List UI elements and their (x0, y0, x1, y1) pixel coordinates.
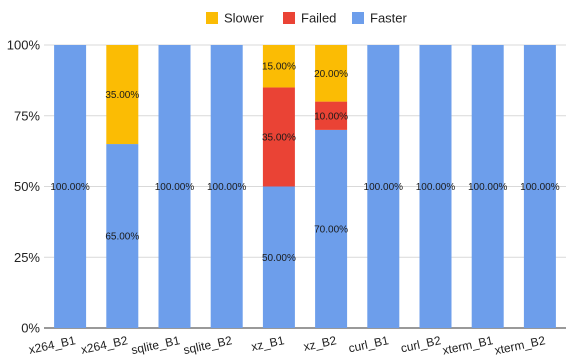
bars: 100.00% 65.00% 35.00% 100.00% 100.00% 50.00% 3… (50, 45, 560, 328)
bar-faster (523, 45, 556, 328)
bar-faster (106, 144, 139, 328)
data-label: 20.00% (314, 69, 348, 80)
bar-faster (210, 45, 243, 328)
x-tick-label: sqlite_B1 (130, 333, 182, 356)
bar-slower (106, 45, 139, 145)
legend-swatch-faster (352, 12, 364, 24)
x-axis: x264_B1 x264_B2 sqlite_B1 sqlite_B2 xz_B1 xz_… (27, 333, 546, 356)
bar-slower (315, 45, 348, 102)
bar-failed (315, 101, 348, 130)
y-tick-label: 50% (14, 179, 40, 194)
bar-faster (262, 186, 295, 328)
data-label: 100.00% (50, 182, 90, 193)
x-tick-label: sqlite_B2 (182, 333, 234, 356)
data-label: 35.00% (262, 132, 296, 143)
x-tick-label: curl_B1 (347, 333, 390, 355)
y-tick-label: 100% (7, 38, 41, 53)
data-label: 100.00% (468, 182, 508, 193)
x-tick-label: curl_B2 (399, 333, 442, 355)
legend-label-slower: Slower (224, 11, 264, 26)
legend-swatch-failed (283, 12, 295, 24)
legend: Slower Failed Faster (206, 11, 408, 26)
x-tick-label: x264_B2 (80, 333, 130, 356)
bar-faster (419, 45, 452, 328)
y-axis: 0% 25% 50% 75% 100% (7, 38, 41, 336)
bar-faster (158, 45, 191, 328)
data-label: 100.00% (207, 182, 247, 193)
y-tick-label: 0% (21, 321, 40, 336)
bar-faster (54, 45, 87, 328)
data-label: 15.00% (262, 62, 296, 73)
x-tick-label: x264_B1 (27, 333, 77, 356)
y-tick-label: 75% (14, 108, 40, 123)
y-tick-label: 25% (14, 250, 40, 265)
legend-swatch-slower (206, 12, 218, 24)
x-tick-label: xz_B1 (250, 333, 286, 354)
data-label: 100.00% (155, 182, 195, 193)
legend-label-failed: Failed (301, 11, 336, 26)
data-label: 50.00% (262, 253, 296, 264)
bar-faster (367, 45, 400, 328)
data-label: 35.00% (105, 90, 139, 101)
data-label: 10.00% (314, 111, 348, 122)
legend-label-faster: Faster (370, 11, 408, 26)
x-tick-label: xz_B2 (302, 333, 338, 354)
data-label: 100.00% (364, 182, 404, 193)
data-label: 65.00% (105, 232, 139, 243)
x-tick-label: xterm_B2 (493, 333, 546, 356)
x-tick-label: xterm_B1 (441, 333, 494, 356)
bar-faster (315, 129, 348, 328)
data-label: 100.00% (520, 182, 560, 193)
data-label: 100.00% (416, 182, 456, 193)
bar-faster (471, 45, 504, 328)
bar-slower (262, 45, 295, 88)
bar-failed (262, 87, 295, 187)
data-label: 70.00% (314, 224, 348, 235)
